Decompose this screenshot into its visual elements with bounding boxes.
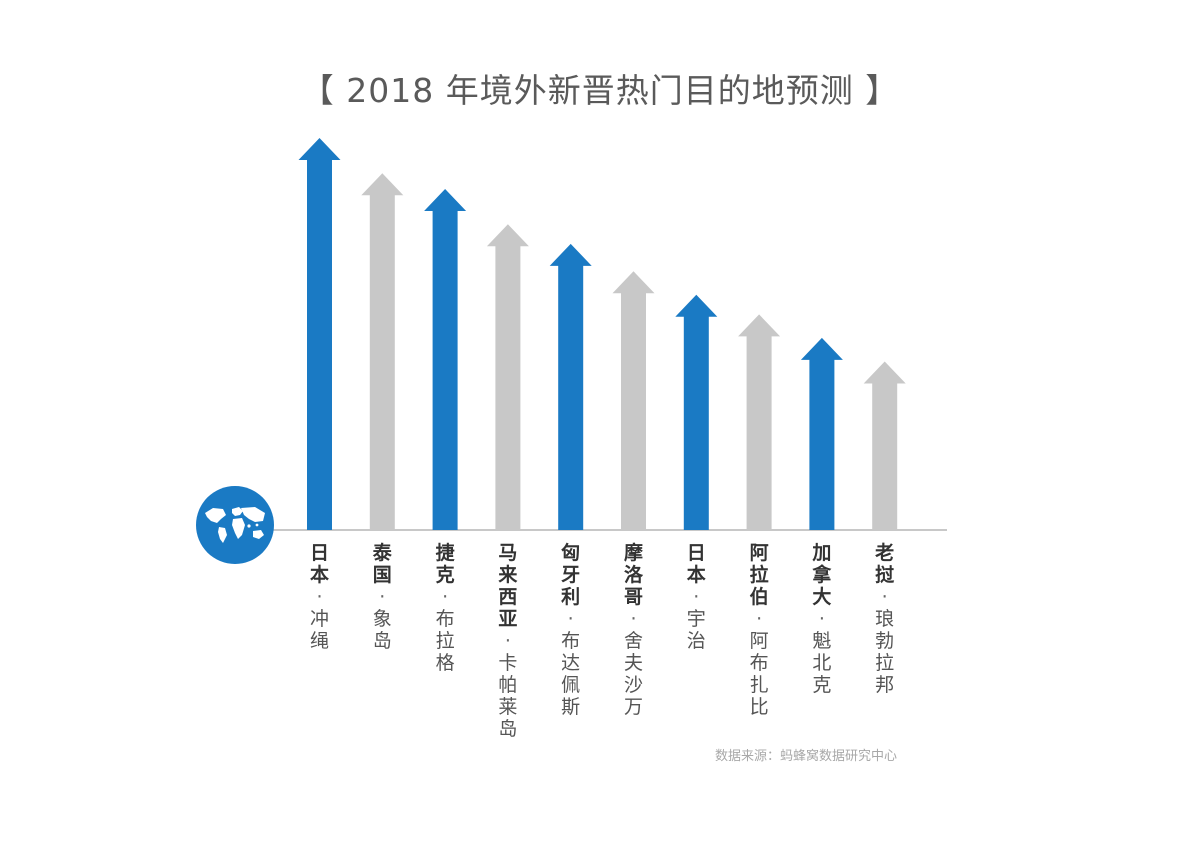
category-city: 布拉格 [435, 608, 455, 674]
arrow-bar [738, 314, 781, 530]
category-city: 布达佩斯 [561, 630, 581, 718]
arrow-bar [549, 243, 592, 530]
category-label: 老挝 · 琅勃拉邦 [870, 542, 900, 696]
category-city: 舍夫沙万 [623, 630, 643, 718]
bars-group [298, 138, 906, 531]
category-country: 马来西亚 [498, 542, 518, 630]
category-country: 匈牙利 [561, 542, 581, 608]
category-separator: · [567, 608, 574, 630]
category-separator: · [504, 630, 511, 652]
category-separator: · [693, 586, 700, 608]
category-city: 宇治 [686, 608, 706, 652]
category-separator: · [818, 608, 825, 630]
chart-title: 【 2018 年境外新晋热门目的地预测 】 [300, 71, 900, 110]
category-label: 捷克 · 布拉格 [430, 542, 460, 674]
arrow-bar [298, 138, 341, 530]
arrow-bar [612, 271, 655, 530]
arrow-bar [675, 294, 718, 530]
category-country: 老挝 [875, 542, 895, 586]
category-city: 魁北克 [812, 630, 832, 696]
category-country: 日本 [309, 542, 329, 586]
category-country: 加拿大 [812, 542, 832, 608]
category-city: 卡帕莱岛 [498, 652, 518, 740]
category-separator: · [756, 608, 763, 630]
category-separator: · [316, 586, 323, 608]
globe-icon [196, 486, 274, 564]
category-city: 冲绳 [309, 608, 329, 652]
category-city: 象岛 [372, 608, 392, 652]
category-label: 摩洛哥 · 舍夫沙万 [619, 542, 649, 718]
category-separator: · [881, 586, 888, 608]
category-city: 阿布扎比 [749, 630, 769, 718]
category-country: 泰国 [372, 542, 392, 586]
category-label: 泰国 · 象岛 [367, 542, 397, 652]
category-separator: · [379, 586, 386, 608]
category-label: 加拿大 · 魁北克 [807, 542, 837, 696]
arrow-bar [800, 337, 843, 530]
category-separator: · [442, 586, 449, 608]
category-country: 捷克 [435, 542, 455, 586]
arrow-bar [486, 224, 529, 531]
category-label: 匈牙利 · 布达佩斯 [556, 542, 586, 718]
arrow-bar [361, 173, 404, 530]
category-label: 日本 · 冲绳 [305, 542, 335, 652]
category-country: 摩洛哥 [623, 542, 643, 608]
category-label: 日本 · 宇治 [681, 542, 711, 652]
source-note: 数据来源：蚂蜂窝数据研究中心 [715, 749, 898, 764]
category-label: 阿拉伯 · 阿布扎比 [744, 542, 774, 718]
arrow-bar [424, 188, 467, 530]
category-separator: · [630, 608, 637, 630]
category-label: 马来西亚 · 卡帕莱岛 [493, 542, 523, 740]
category-city: 琅勃拉邦 [875, 608, 895, 696]
arrow-bar [863, 361, 906, 530]
category-country: 阿拉伯 [749, 542, 769, 608]
category-country: 日本 [686, 542, 706, 586]
